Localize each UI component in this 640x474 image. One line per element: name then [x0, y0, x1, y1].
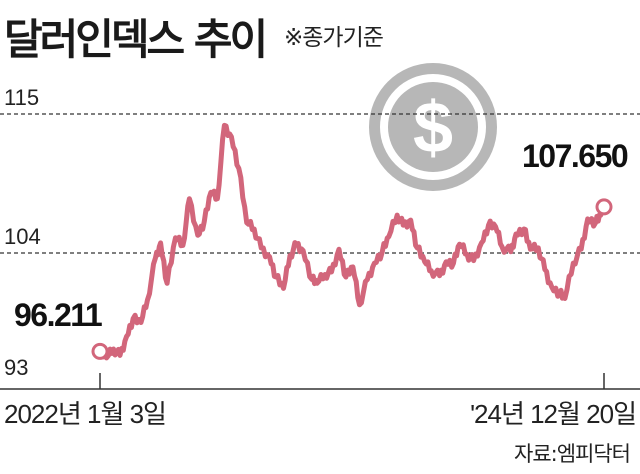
end-value-label: 107.650: [522, 138, 628, 174]
title-bar: 달러인덱스 추이 ※종가기준: [0, 0, 640, 68]
series-line: [97, 122, 607, 361]
dollar-coin-icon: $: [369, 63, 497, 191]
y-tick-label-115: 115: [4, 85, 39, 110]
chart-note: ※종가기준: [284, 25, 384, 51]
end-point-marker: [595, 198, 613, 216]
source-note: 자료:엠피닥터: [514, 442, 631, 466]
start-value-label: 96.211: [14, 297, 102, 333]
x-tick-label-end: '24년 12월 20일: [470, 399, 636, 429]
chart-title: 달러인덱스 추이: [4, 15, 268, 64]
start-point-marker: [91, 342, 109, 360]
y-tick-label-93: 93: [4, 355, 28, 380]
x-tick-label-start: 2022년 1월 3일: [4, 399, 166, 429]
svg-text:$: $: [413, 88, 453, 168]
y-tick-label-104: 104: [4, 224, 41, 249]
